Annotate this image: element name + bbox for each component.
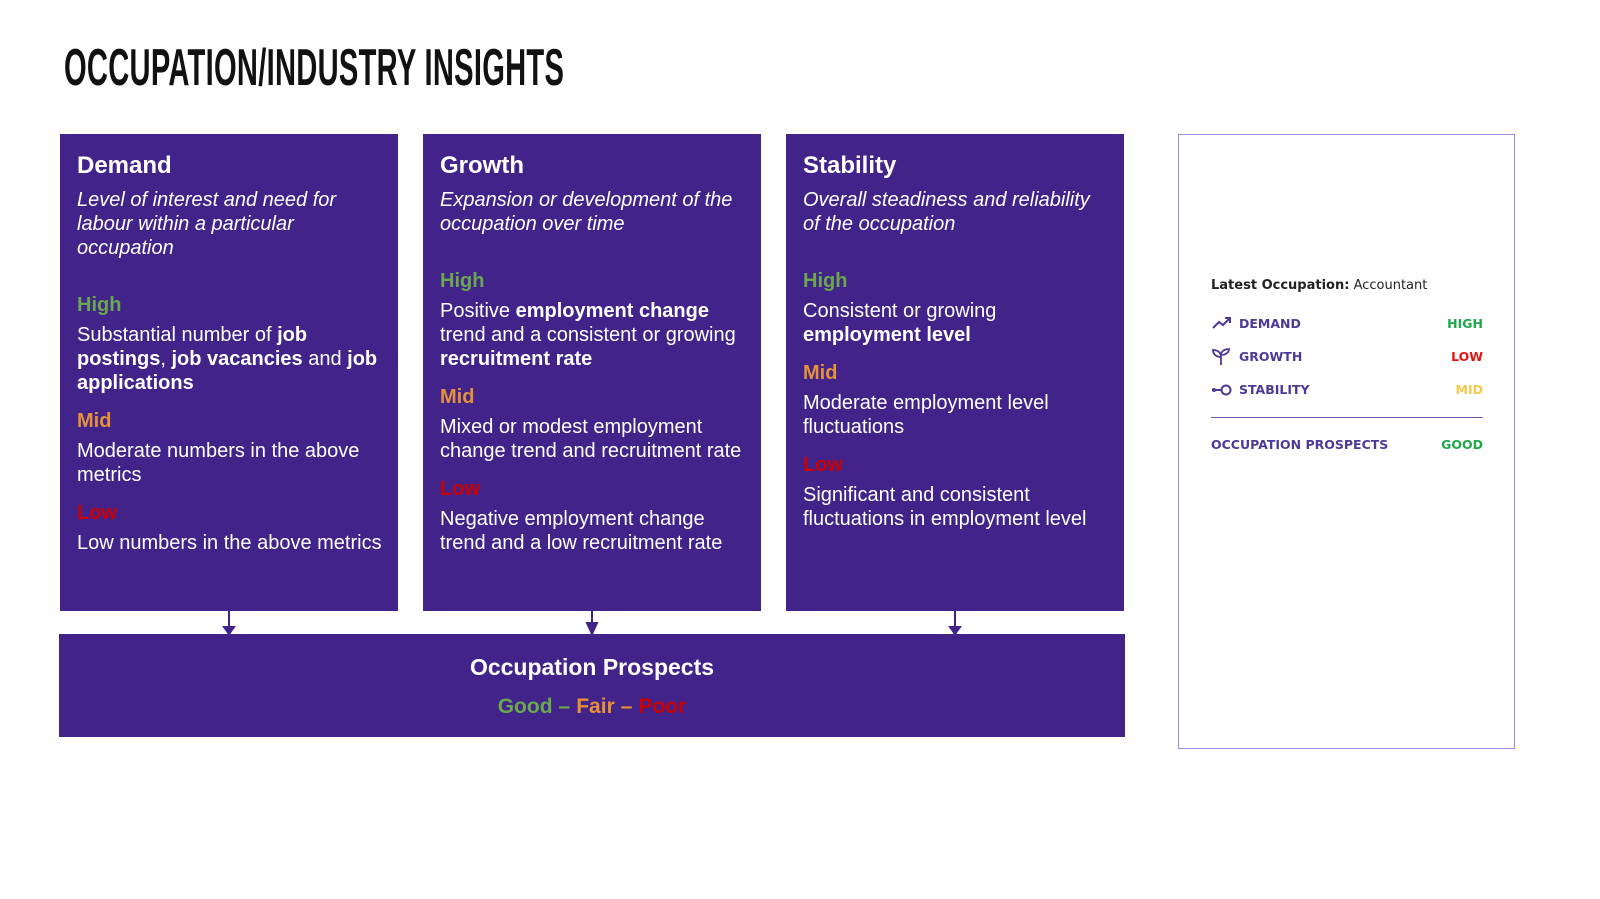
indicator-rating: GOOD [1441,437,1483,452]
prospects-scale: Good – Fair – Poor [59,695,1125,719]
level-label: High [77,294,122,316]
text-segment: job applications [77,348,383,394]
text-segment: Positive [440,300,516,322]
level-text: Consistent or growing employment level [803,299,1110,347]
text-segment: job postings [77,324,313,370]
level-text: Positive employment change trend and a c… [440,299,747,371]
level-text: Moderate numbers in the above metrics [77,439,384,487]
indicator-row: GROWTH LOW [1211,347,1483,367]
prospects-heading: Occupation Prospects [469,654,715,680]
text-segment: Consistent or growing [803,300,1002,322]
text-segment: Moderate numbers in the above metrics [77,440,365,486]
text-segment: Substantial number of [77,324,278,346]
level-text: Low numbers in the above metrics [77,531,384,555]
occupation-panel: Latest Occupation: Accountant DEMAND HIGH… [1178,134,1515,749]
indicator-rating: HIGH [1447,316,1483,331]
level-text: Moderate employment level fluctuations [803,391,1110,439]
text-segment: Significant and consistent fluctuations … [803,484,1087,530]
level-text: Significant and consistent fluctuations … [803,483,1110,531]
indicator-rating: LOW [1451,349,1483,364]
text-segment: job vacancies [171,348,303,370]
level-text: Negative employment change trend and a l… [440,507,747,555]
text-segment: Moderate employment level fluctuations [803,392,1055,438]
indicator-icon [1212,348,1230,365]
level-label: Mid [803,362,838,384]
indicator-row: DEMAND HIGH [1211,314,1483,334]
text-segment: , [160,348,172,370]
category-heading: Growth [440,152,524,179]
indicator-label: OCCUPATION PROSPECTS [1211,437,1389,452]
prospects-box: Occupation Prospects Good – Fair – Poor [59,634,1125,737]
indicator-label: STABILITY [1239,382,1310,397]
level-label: High [440,270,485,292]
text-segment: Negative employment change trend and a l… [440,508,723,554]
level-label: Mid [77,410,112,432]
scale-level: Good [497,695,553,718]
text-segment: trend and a consistent or growing [440,300,742,346]
level-text: Substantial number of job postings, job … [77,323,384,395]
level-text: Mixed or modest employment change trend … [440,415,747,463]
category-heading: Stability [803,152,897,179]
level-label: Mid [440,386,475,408]
scale-level: Fair [576,695,615,718]
scale-separator: – [558,695,571,718]
page-title: OCCUPATION/INDUSTRY INSIGHTS [64,39,565,97]
category-box: Demand Level of interest and need for lab… [60,134,398,611]
indicator-row: OCCUPATION PROSPECTS GOOD [1211,435,1483,455]
scale-separator: – [620,695,633,718]
text-segment: employment level [803,324,971,346]
divider [1211,417,1483,418]
scale-level: Poor [638,695,687,718]
category-box: Growth Expansion or development of the oc… [423,134,761,611]
indicator-label: DEMAND [1239,316,1301,331]
indicator-label: GROWTH [1239,349,1303,364]
category-description: Overall steadiness and reliability of th… [803,189,1090,235]
category-description: Level of interest and need for labour wi… [77,189,337,259]
level-label: High [803,270,848,292]
text-segment: and [302,348,348,370]
category-box: Stability Overall steadiness and reliabil… [786,134,1124,611]
category-heading: Demand [77,152,172,179]
category-description: Expansion or development of the occupati… [440,189,733,235]
text-segment: Low numbers in the above metrics [77,532,382,554]
text-segment: Mixed or modest employment change trend … [440,416,742,462]
text-segment: recruitment rate [440,348,593,370]
indicator-row: STABILITY MID [1211,380,1483,400]
occupation-label: Latest Occupation: [1211,278,1350,293]
level-label: Low [440,478,480,500]
latest-occupation: Latest Occupation: Accountant [1211,278,1427,293]
level-label: Low [77,502,117,524]
indicator-icon [1212,384,1232,396]
occupation-name: Accountant [1353,278,1428,293]
indicator-icon [1212,317,1231,329]
level-label: Low [803,454,843,476]
text-segment: employment change [515,300,709,322]
indicator-rating: MID [1455,382,1483,397]
